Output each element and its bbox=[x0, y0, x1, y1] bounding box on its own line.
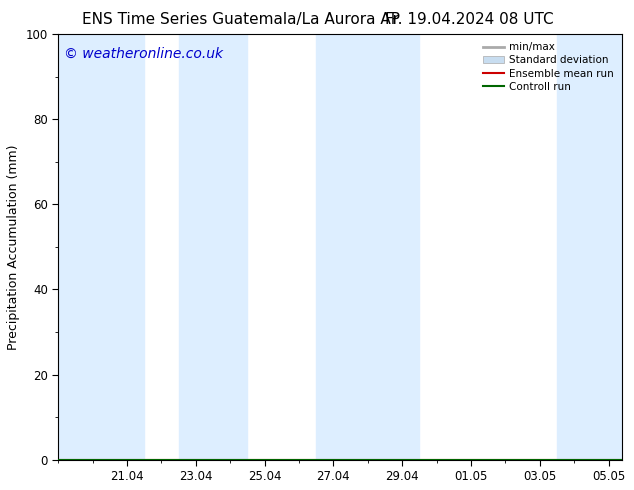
Bar bbox=[179, 34, 247, 460]
Bar bbox=[58, 34, 144, 460]
Legend: min/max, Standard deviation, Ensemble mean run, Controll run: min/max, Standard deviation, Ensemble me… bbox=[480, 39, 618, 95]
Text: © weatheronline.co.uk: © weatheronline.co.uk bbox=[64, 47, 223, 61]
Text: Fr. 19.04.2024 08 UTC: Fr. 19.04.2024 08 UTC bbox=[385, 12, 553, 27]
Text: ENS Time Series Guatemala/La Aurora AP: ENS Time Series Guatemala/La Aurora AP bbox=[82, 12, 400, 27]
Y-axis label: Precipitation Accumulation (mm): Precipitation Accumulation (mm) bbox=[7, 144, 20, 349]
Bar bbox=[316, 34, 420, 460]
Bar bbox=[557, 34, 623, 460]
